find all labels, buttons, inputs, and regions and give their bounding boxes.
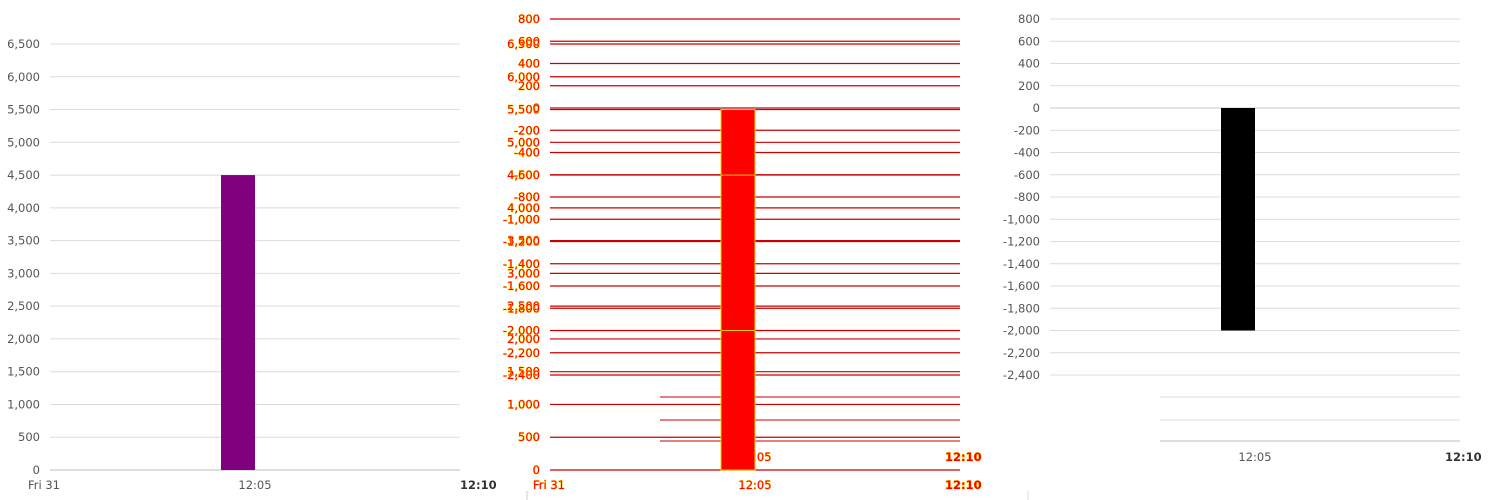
c2-ytick-label: 2,500 (507, 299, 540, 313)
c2-secondary-ytick-label: -1,200 (503, 235, 540, 249)
c3-ytick-label: -400 (1014, 146, 1040, 160)
c2-secondary-ytick-label: -1,400 (503, 257, 540, 271)
c2-ytick-label: 5,500 (507, 103, 540, 117)
c2-ytick-label: 500 (518, 430, 540, 444)
c2-ytick-label: 1,500 (507, 365, 540, 379)
c2-secondary-ytick-label: -2,400 (503, 368, 540, 382)
c2-secondary-ytick-label: -400 (514, 146, 540, 160)
c2-ytick-label: 3,500 (507, 234, 540, 248)
c2-secondary-ytick-label: 200 (518, 79, 540, 93)
c3-ytick-label: -200 (1014, 123, 1040, 137)
c2-secondary-ytick-label: 0 (533, 101, 540, 115)
c3-ytick-label: -1,400 (1003, 257, 1040, 271)
c3-xtick-label: 12:05 (1238, 450, 1271, 464)
c2-secondary-ytick-label: 800 (518, 12, 540, 26)
c3-ytick-label: 600 (1018, 34, 1040, 48)
c2-xtick-label: 12:10 (945, 478, 982, 492)
c3-ytick-label: -2,400 (1003, 368, 1040, 382)
c1-xtick-label: 12:10 (460, 478, 497, 492)
c3-ytick-label: -600 (1014, 168, 1040, 182)
c2-xtick-label: Fri 31 (533, 478, 565, 492)
c3-ytick-label: 400 (1018, 57, 1040, 71)
c1-ytick-label: 4,500 (7, 168, 40, 182)
c2-secondary-ytick-label: 600 (518, 34, 540, 48)
c3-ytick-label: -800 (1014, 190, 1040, 204)
c1-ytick-label: 3,500 (7, 234, 40, 248)
c1-ytick-label: 0 (33, 463, 40, 477)
c3-ytick-label: -2,000 (1003, 324, 1040, 338)
c2-ytick-label: 4,000 (507, 201, 540, 215)
c1-ytick-label: 6,500 (7, 37, 40, 51)
c3-ytick-label: 0 (1033, 101, 1040, 115)
c3-ytick-label: 200 (1018, 79, 1040, 93)
c1-ytick-label: 5,500 (7, 103, 40, 117)
c1-ytick-label: 3,000 (7, 266, 40, 280)
c2-ytick-label: 6,500 (507, 37, 540, 51)
c2-ytick-label: 0 (533, 463, 540, 477)
c1-ytick-label: 1,500 (7, 365, 40, 379)
c3-ytick-label: -1,600 (1003, 279, 1040, 293)
c3-ytick-label: 800 (1018, 12, 1040, 26)
c1-xtick-label: Fri 31 (28, 478, 60, 492)
c3-ytick-label: -1,200 (1003, 235, 1040, 249)
c2-xtick-label-secondary: 12:10 (945, 450, 982, 464)
c2-secondary-ytick-label: -1,000 (503, 212, 540, 226)
c2-secondary-ytick-label: -2,000 (503, 324, 540, 338)
c1-ytick-label: 500 (18, 430, 40, 444)
c3-bar (1221, 108, 1255, 331)
c2-ytick-label: 4,500 (507, 168, 540, 182)
c2-ytick-label: 6,000 (507, 70, 540, 84)
c2-secondary-ytick-label: -2,200 (503, 346, 540, 360)
c1-ytick-label: 2,500 (7, 299, 40, 313)
c2-secondary-ytick-label: -600 (514, 168, 540, 182)
c2-bar (720, 109, 756, 471)
c2-ytick-label: 3,000 (507, 266, 540, 280)
c3-ytick-label: -2,200 (1003, 346, 1040, 360)
c1-ytick-label: 5,000 (7, 135, 40, 149)
c2-ytick-label: 2,000 (507, 332, 540, 346)
c3-xtick-label: 12:10 (1445, 450, 1482, 464)
c1-bar (221, 175, 255, 471)
c3-ytick-label: -1,000 (1003, 212, 1040, 226)
c1-ytick-label: 2,000 (7, 332, 40, 346)
c1-ytick-label: 4,000 (7, 201, 40, 215)
c2-xtick-label: 12:05 (738, 478, 771, 492)
c2-secondary-ytick-label: 400 (518, 57, 540, 71)
c1-ytick-label: 6,000 (7, 70, 40, 84)
c2-ytick-label: 5,000 (507, 135, 540, 149)
c2-secondary-ytick-label: -200 (514, 123, 540, 137)
c1-ytick-label: 1,000 (7, 397, 40, 411)
c2-secondary-ytick-label: -1,600 (503, 279, 540, 293)
c2-secondary-ytick-label: -800 (514, 190, 540, 204)
c1-xtick-label: 12:05 (238, 478, 271, 492)
c3-ytick-label: -1,800 (1003, 301, 1040, 315)
c2-ytick-label: 1,000 (507, 397, 540, 411)
c2-secondary-ytick-label: -1,800 (503, 301, 540, 315)
